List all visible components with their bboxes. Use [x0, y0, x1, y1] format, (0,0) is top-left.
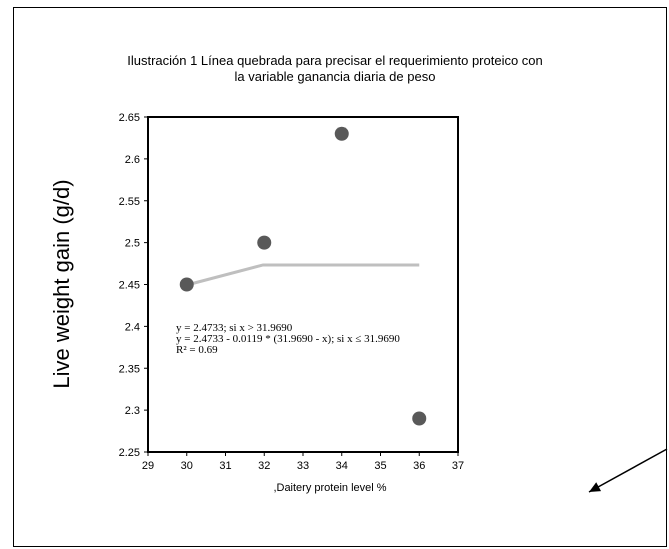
- y-tick-label: 2.55: [119, 196, 140, 208]
- y-tick-label: 2.35: [119, 363, 140, 375]
- x-tick-label: 35: [374, 460, 386, 472]
- x-tick-label: 36: [413, 460, 425, 472]
- annotation-arrow-line: [588, 448, 668, 493]
- x-axis-label: ,Daitery protein level %: [273, 482, 387, 494]
- y-tick-label: 2.4: [125, 321, 140, 333]
- equation-line-2: y = 2.4733 - 0.0119 * (31.9690 - x); si …: [176, 333, 400, 345]
- equation-box: y = 2.4733; si x > 31.9690 y = 2.4733 - …: [176, 323, 400, 356]
- x-tick-label: 33: [297, 460, 309, 472]
- annotation-arrow-head: [589, 482, 602, 492]
- y-tick-label: 2.3: [125, 405, 140, 417]
- y-tick-label: 2.45: [119, 280, 140, 292]
- x-tick-label: 32: [258, 460, 270, 472]
- chart-title: Ilustración 1 Línea quebrada para precis…: [100, 53, 570, 85]
- y-tick-label: 2.5: [125, 238, 140, 250]
- r-squared-label: R² = 0.69: [176, 344, 218, 356]
- y-tick-label: 2.25: [119, 447, 140, 459]
- x-tick-label: 30: [181, 460, 193, 472]
- x-tick-label: 31: [219, 460, 231, 472]
- data-point: [412, 411, 427, 426]
- y-axis-label: Live weight gain (g/d): [49, 179, 74, 389]
- x-tick-label: 29: [142, 460, 154, 472]
- chart-frame: [13, 7, 667, 547]
- equation-line-1: y = 2.4733; si x > 31.9690: [176, 322, 293, 334]
- broken-line-fit: [186, 263, 420, 287]
- x-tick-label: 34: [336, 460, 348, 472]
- chart-title-line-1: Ilustración 1 Línea quebrada para precis…: [127, 53, 543, 68]
- x-tick-label: 37: [452, 460, 464, 472]
- chart-title-line-2: la variable ganancia diaria de peso: [234, 69, 436, 84]
- data-point: [257, 235, 272, 250]
- data-point: [179, 277, 194, 292]
- data-point: [334, 126, 349, 141]
- y-tick-label: 2.65: [119, 112, 140, 124]
- y-tick-label: 2.6: [125, 154, 140, 166]
